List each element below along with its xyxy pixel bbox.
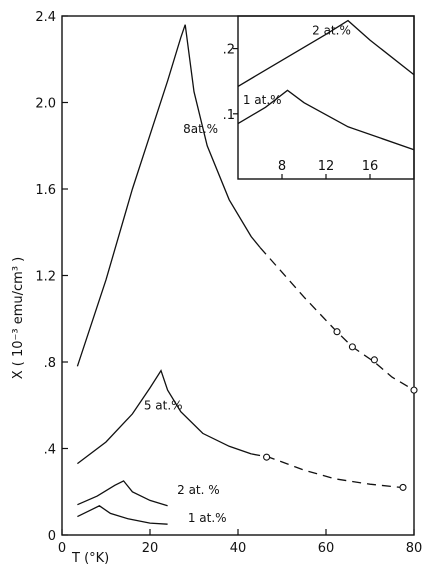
series-2at-line [77, 480, 168, 507]
y-tick-label: .4 [44, 443, 56, 458]
y-tick-label: 0 [48, 529, 56, 544]
series-8at-marker [333, 328, 341, 336]
y-tick-label: 2.4 [35, 10, 56, 25]
series-label: 2 at. % [177, 483, 220, 497]
inset-x-tick-label: 12 [318, 159, 335, 174]
x-tick-label: 60 [318, 541, 335, 556]
series-label: 5 at.% [144, 399, 183, 413]
x-axis-title: T (°K) [71, 551, 109, 566]
x-tick-label: 20 [142, 541, 159, 556]
series-label: 1 at.% [188, 511, 227, 525]
y-tick-label: 1.2 [35, 270, 56, 285]
series-8at-marker [410, 386, 418, 394]
inset-y-tick-label: .2 [223, 43, 235, 58]
inset-series-label: 2 at.% [312, 23, 351, 37]
inset-plot: 8 12 16 .1 .2 2 at.% 1 at.% [223, 15, 415, 180]
series-5at-marker [399, 483, 407, 491]
series-1at-line [77, 505, 168, 525]
series-8at-marker [348, 343, 356, 351]
inset-series-1at-line [237, 89, 415, 151]
inset-series-2at-line [237, 19, 415, 87]
y-axis-title: X ( 10⁻³ emu/cm³ ) [11, 257, 26, 380]
x-tick-label: 0 [58, 541, 66, 556]
inset-x-tick-label: 16 [362, 159, 379, 174]
y-tick-label: 1.6 [35, 183, 56, 198]
main-plot: 0 20 40 60 80 0 .4 .8 1.2 1.6 2.0 2.4 8at.% 5 at.% 2 a… [35, 10, 422, 556]
series-5at-line [77, 369, 252, 465]
series-5at-dashed-line [251, 453, 410, 493]
series-label: 8at.% [183, 122, 218, 136]
inset-series-label: 1 at.% [243, 93, 282, 107]
series-8at-dashed-line [259, 246, 415, 391]
x-tick-label: 80 [406, 541, 423, 556]
x-tick-label: 40 [230, 541, 247, 556]
y-tick-label: .8 [44, 356, 56, 371]
series-8at-line [76, 24, 261, 367]
inset-y-tick-label: .1 [223, 108, 235, 123]
y-tick-label: 2.0 [35, 97, 56, 112]
series-8at-marker [370, 356, 378, 364]
inset-x-tick-label: 8 [278, 159, 286, 174]
series-5at-marker [263, 453, 271, 461]
